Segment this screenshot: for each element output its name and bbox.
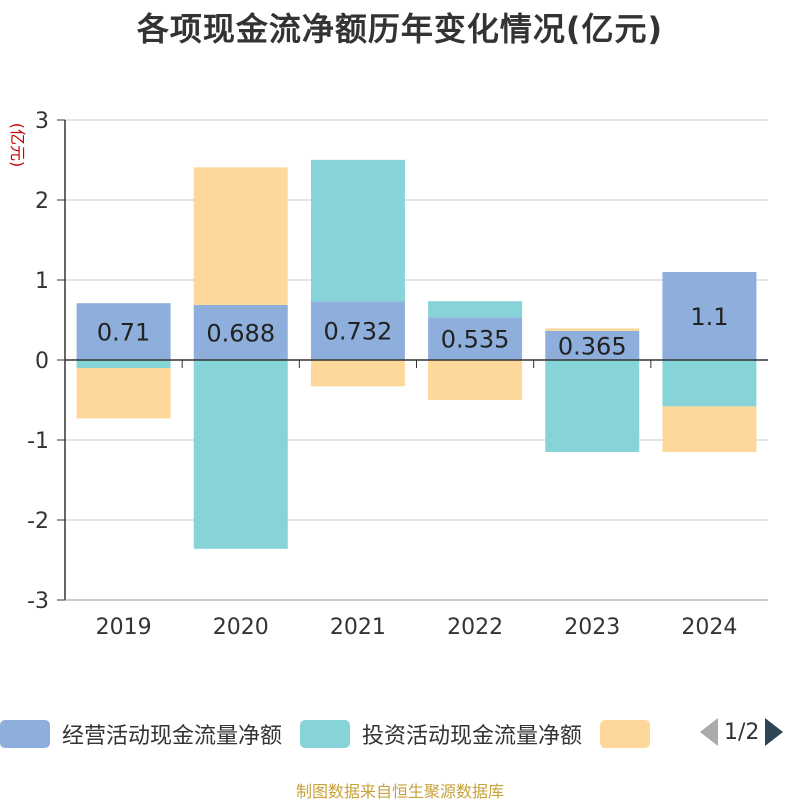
source-note: 制图数据来自恒生聚源数据库: [295, 782, 504, 801]
chart-title: 各项现金流净额历年变化情况(亿元): [136, 10, 664, 48]
bar-2024-series-2[interactable]: [662, 406, 757, 452]
legend-label-operating: 经营活动现金流量净额: [62, 724, 283, 749]
bar-2024-series-0[interactable]: [662, 272, 757, 360]
legend-swatch-third: [600, 720, 651, 748]
data-label-2022: 0.535: [441, 326, 510, 354]
bar-2022-series-2[interactable]: [428, 360, 523, 400]
legend-swatch-investing: [300, 720, 351, 748]
data-label-2021: 0.732: [324, 318, 393, 346]
legend-item-operating[interactable]: 经营活动现金流量净额: [0, 718, 282, 750]
y-tick-label: 0: [35, 349, 49, 374]
x-tick-label: 2020: [213, 615, 269, 640]
bar-2019-series-1[interactable]: [76, 360, 171, 368]
legend: 经营活动现金流量净额 投资活动现金流量净额: [0, 716, 680, 752]
x-tick-label: 2024: [681, 615, 737, 640]
y-tick-label: -2: [27, 509, 49, 534]
axes: 3 2 1 0 -1 -2 -3 2019 2020 2021 2022 2023 2024: [27, 109, 768, 640]
bar-2023-series-0[interactable]: [545, 330, 640, 360]
bar-2021-series-1[interactable]: [310, 159, 405, 302]
bar-2021-series-0[interactable]: [310, 301, 405, 360]
bar-2023-series-1[interactable]: [545, 360, 640, 452]
bar-2023-series-2[interactable]: [545, 328, 640, 331]
data-labels: 0.71 0.688 0.732 0.535 0.365 1.1: [97, 303, 729, 360]
bar-2021-series-2[interactable]: [310, 360, 405, 387]
bars: [76, 159, 757, 549]
y-tick-label: 3: [35, 109, 49, 134]
data-label-2019: 0.71: [97, 319, 150, 347]
legend-item-investing[interactable]: 投资活动现金流量净额: [300, 718, 582, 750]
legend-next-arrow-icon[interactable]: [765, 718, 784, 746]
x-tick-label: 2019: [96, 615, 152, 640]
data-label-2020: 0.688: [206, 319, 275, 347]
data-label-2024: 1.1: [690, 303, 728, 331]
bar-2020-series-2[interactable]: [193, 167, 288, 305]
y-axis-label: (亿元): [8, 123, 27, 168]
data-label-2023: 0.365: [558, 332, 627, 360]
x-tick-label: 2022: [447, 615, 503, 640]
legend-pager: 1/2: [700, 718, 784, 746]
y-tick-label: 1: [35, 269, 49, 294]
legend-prev-arrow-icon[interactable]: [700, 718, 718, 746]
x-tick-label: 2023: [564, 615, 620, 640]
y-tick-label: 2: [35, 189, 49, 214]
legend-item-third[interactable]: [600, 720, 662, 748]
y-tick-label: -3: [27, 589, 49, 614]
bar-2022-series-1[interactable]: [428, 301, 523, 318]
bar-2020-series-0[interactable]: [193, 304, 288, 360]
bar-2019-series-2[interactable]: [76, 368, 171, 419]
bar-2019-series-0[interactable]: [76, 303, 171, 360]
x-tick-label: 2021: [330, 615, 386, 640]
bar-2020-series-1[interactable]: [193, 360, 288, 549]
y-tick-label: -1: [27, 429, 49, 454]
legend-label-investing: 投资活动现金流量净额: [362, 724, 583, 749]
bar-2024-series-1[interactable]: [662, 360, 757, 407]
legend-swatch-operating: [0, 720, 50, 748]
bar-2022-series-0[interactable]: [428, 317, 523, 360]
legend-page-indicator: 1/2: [724, 719, 760, 745]
